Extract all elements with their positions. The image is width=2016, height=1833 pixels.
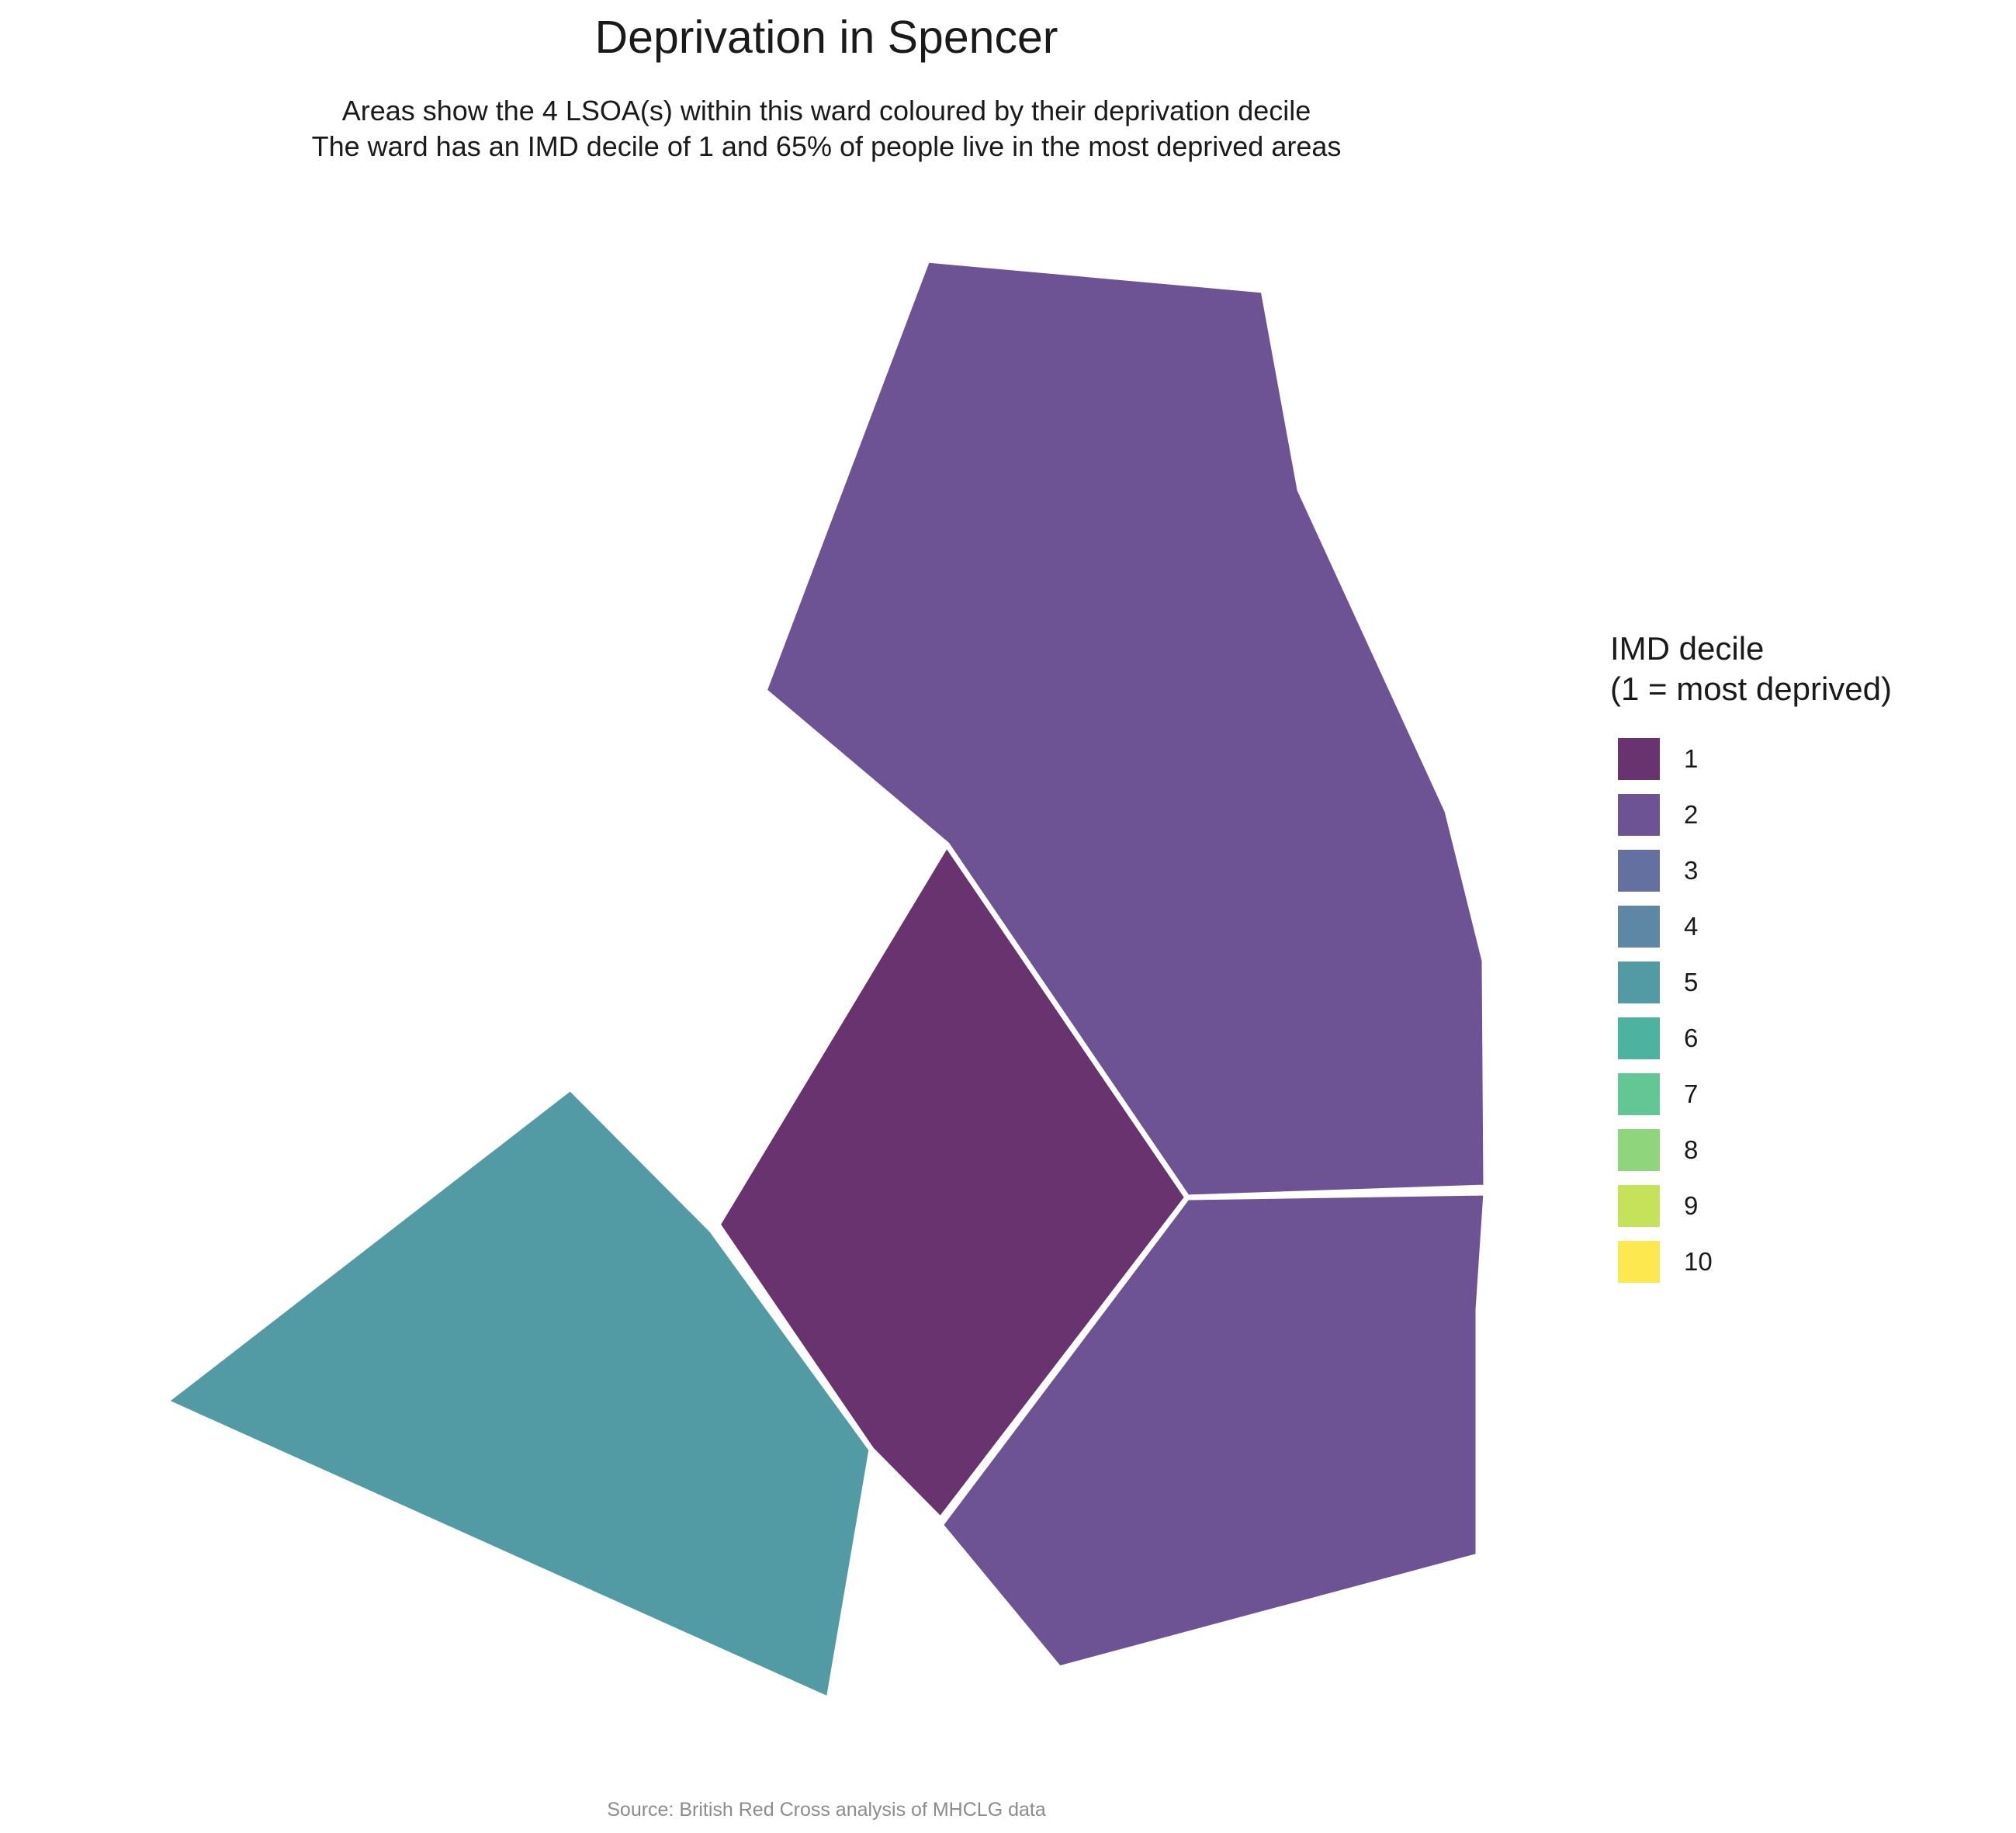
- legend-swatch: [1618, 1185, 1660, 1227]
- legend-item-2: 2: [1610, 787, 1892, 843]
- legend: IMD decile (1 = most deprived) 1 2 3 4 5…: [1610, 629, 1892, 1290]
- lsoa-southwest: [162, 1085, 875, 1703]
- legend-item-5: 5: [1610, 955, 1892, 1010]
- legend-item-7: 7: [1610, 1066, 1892, 1122]
- legend-label: 4: [1684, 912, 1699, 941]
- legend-item-9: 9: [1610, 1178, 1892, 1234]
- legend-label: 2: [1684, 800, 1699, 829]
- legend-title-line-2: (1 = most deprived): [1610, 670, 1892, 707]
- source-caption: Source: British Red Cross analysis of MH…: [607, 1799, 1046, 1821]
- legend-item-10: 10: [1610, 1234, 1892, 1290]
- legend-swatch: [1618, 1073, 1660, 1115]
- legend-item-8: 8: [1610, 1122, 1892, 1178]
- legend-label: 10: [1684, 1247, 1713, 1276]
- legend-label: 7: [1684, 1079, 1699, 1108]
- legend-label: 5: [1684, 968, 1699, 996]
- legend-item-6: 6: [1610, 1010, 1892, 1066]
- legend-title-line-1: IMD decile: [1610, 630, 1765, 667]
- lsoa-southeast: [937, 1190, 1489, 1672]
- legend-item-1: 1: [1610, 731, 1892, 787]
- legend-label: 3: [1684, 856, 1699, 885]
- legend-swatch: [1618, 1017, 1660, 1059]
- legend-item-4: 4: [1610, 899, 1892, 955]
- legend-swatch: [1618, 738, 1660, 780]
- legend-title: IMD decile (1 = most deprived): [1610, 629, 1892, 709]
- map-subtitle-line-1: Areas show the 4 LSOA(s) within this war…: [341, 95, 1311, 126]
- lsoa-centre: [715, 841, 1190, 1523]
- legend-swatch: [1618, 962, 1660, 1003]
- legend-swatch: [1618, 794, 1660, 836]
- legend-swatch: [1618, 1129, 1660, 1171]
- map-title: Deprivation in Spencer: [594, 12, 1058, 63]
- legend-label: 8: [1684, 1135, 1699, 1164]
- legend-swatch: [1618, 1241, 1660, 1283]
- map-subtitle-line-2: The ward has an IMD decile of 1 and 65% …: [311, 130, 1342, 162]
- legend-swatch: [1618, 906, 1660, 948]
- legend-label: 1: [1684, 744, 1699, 773]
- legend-label: 9: [1684, 1191, 1699, 1220]
- legend-swatch: [1618, 850, 1660, 892]
- legend-label: 6: [1684, 1024, 1699, 1052]
- legend-items: 1 2 3 4 5 6 7 8: [1610, 731, 1892, 1290]
- legend-item-3: 3: [1610, 843, 1892, 899]
- lsoa-north: [761, 257, 1489, 1201]
